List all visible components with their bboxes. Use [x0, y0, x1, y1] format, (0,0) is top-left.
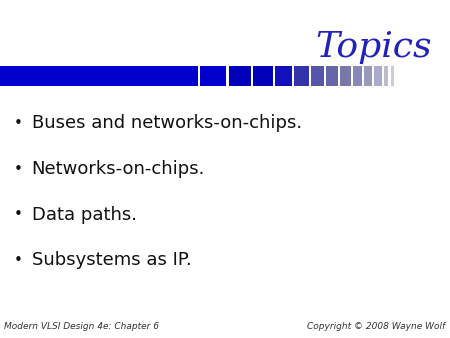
Bar [229, 66, 251, 86]
Bar [294, 66, 309, 86]
Bar [326, 66, 338, 86]
Bar [200, 66, 226, 86]
Text: Buses and networks-on-chips.: Buses and networks-on-chips. [32, 114, 302, 132]
Text: Topics: Topics [315, 30, 432, 65]
Bar [275, 66, 292, 86]
Text: •: • [14, 207, 22, 222]
Text: Copyright © 2008 Wayne Wolf: Copyright © 2008 Wayne Wolf [307, 322, 446, 331]
Bar [311, 66, 324, 86]
Bar [340, 66, 351, 86]
Text: Subsystems as IP.: Subsystems as IP. [32, 251, 191, 269]
Text: •: • [14, 162, 22, 176]
Text: •: • [14, 253, 22, 268]
Bar [353, 66, 362, 86]
Bar [0, 66, 198, 86]
Bar [253, 66, 273, 86]
Bar [391, 66, 394, 86]
Bar [374, 66, 382, 86]
Bar [364, 66, 372, 86]
Text: •: • [14, 116, 22, 131]
Text: Data paths.: Data paths. [32, 206, 136, 224]
Bar [384, 66, 388, 86]
Text: Modern VLSI Design 4e: Chapter 6: Modern VLSI Design 4e: Chapter 6 [4, 322, 159, 331]
Text: Networks-on-chips.: Networks-on-chips. [32, 160, 205, 178]
